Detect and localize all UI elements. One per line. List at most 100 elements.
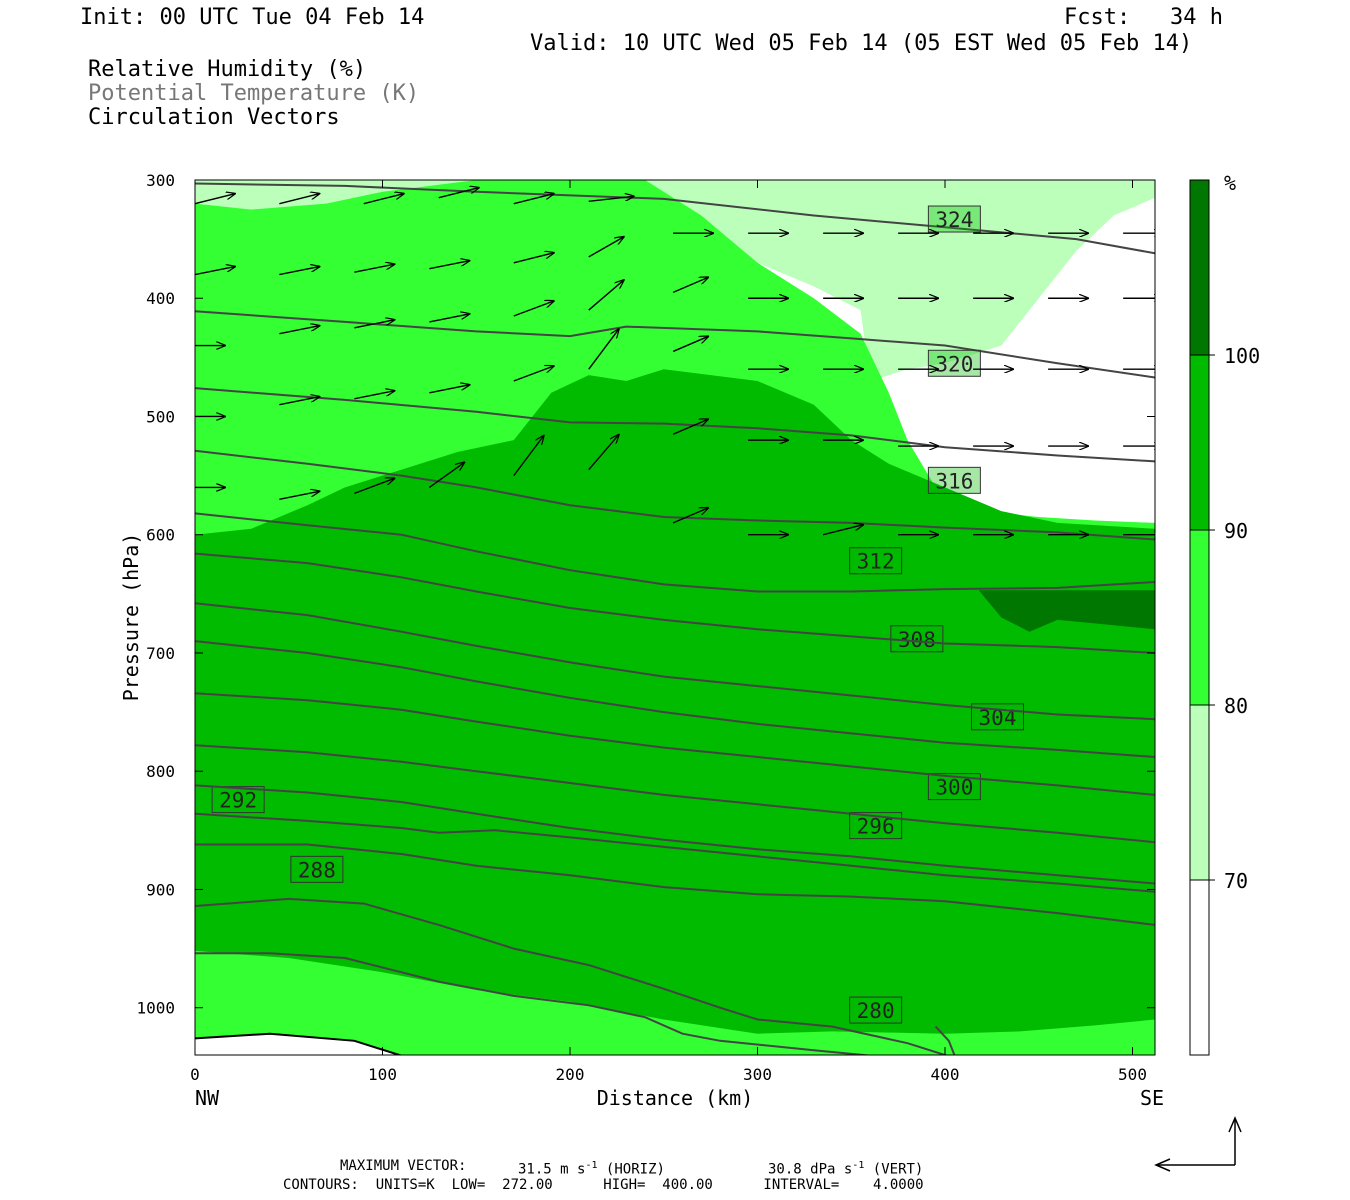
- legend-label-70: 70: [1224, 869, 1248, 893]
- vector-42: [429, 385, 469, 394]
- legend-band-2: [1189, 529, 1210, 706]
- theta-contour-316: [195, 387, 1155, 463]
- terrain-line: [195, 1032, 403, 1055]
- plot-frame: [194, 179, 1156, 1056]
- theta-label-280: 280: [857, 999, 895, 1023]
- legend-band-4: [1189, 179, 1210, 356]
- vector-5: [588, 196, 634, 202]
- theta-label-box-324: [927, 205, 981, 233]
- reference-vector-icon: [1154, 1116, 1242, 1172]
- theta-contour-284: [195, 784, 1155, 885]
- theta-contour-282: [195, 812, 1155, 893]
- theta-label-292: 292: [219, 789, 257, 813]
- legend-unit: %: [1224, 171, 1236, 195]
- theta-contour-280: [195, 843, 1155, 926]
- vector-4: [513, 194, 554, 205]
- vector-1: [279, 194, 319, 205]
- vector-53: [279, 491, 319, 500]
- theta-label-288: 288: [298, 858, 336, 882]
- vector-18: [588, 237, 624, 258]
- max-vector-vert: 30.8 dPa s-1 (VERT): [768, 1158, 923, 1178]
- y-tick-label-600: 600: [146, 526, 175, 545]
- y-tick-label-300: 300: [146, 171, 175, 190]
- contours-info: CONTOURS: UNITS=K LOW= 272.00 HIGH= 400.…: [283, 1177, 924, 1193]
- theta-label-316: 316: [935, 469, 973, 493]
- max-vector-label: MAXIMUM VECTOR:: [340, 1158, 467, 1174]
- theta-label-320: 320: [935, 352, 973, 376]
- x-tick-label-500: 500: [1118, 1065, 1147, 1084]
- vector-2: [363, 194, 404, 205]
- theta-label-300: 300: [935, 776, 973, 800]
- legend-label-100: 100: [1224, 344, 1260, 368]
- vector-15: [354, 264, 394, 273]
- legend-label-80: 80: [1224, 694, 1248, 718]
- x-tick-label-200: 200: [556, 1065, 585, 1084]
- vector-19: [672, 277, 708, 293]
- theta-label-box-312: [849, 547, 903, 575]
- theta-label-box-292: [211, 786, 265, 814]
- vector-54: [354, 478, 394, 495]
- theta-contour-272: [934, 1025, 956, 1055]
- vector-30: [513, 301, 554, 317]
- vector-16: [429, 261, 469, 270]
- theta-label-box-304: [971, 703, 1024, 731]
- theta-contour-278: [195, 897, 949, 1055]
- vector-14: [279, 267, 319, 276]
- legend-band-0: [1189, 879, 1210, 1056]
- y-tick-label-900: 900: [146, 880, 175, 899]
- field-title-rh: Relative Humidity (%): [88, 57, 367, 82]
- theta-contour-300: [195, 602, 1155, 721]
- theta-label-box-280: [849, 996, 903, 1024]
- vector-29: [429, 314, 469, 323]
- y-axis-label: Pressure (hPa): [119, 533, 143, 702]
- vector-43: [513, 366, 554, 382]
- vector-28: [354, 320, 394, 329]
- init-time: Init: 00 UTC Tue 04 Feb 14: [80, 5, 425, 30]
- theta-contour-320: [195, 310, 1155, 379]
- x-left-label: NW: [195, 1086, 220, 1110]
- valid-time: Valid: 10 UTC Wed 05 Feb 14 (05 EST Wed …: [530, 31, 1193, 56]
- theta-contour-296: [195, 640, 1155, 758]
- vector-40: [279, 397, 319, 406]
- theta-contour-312: [195, 449, 1155, 541]
- x-tick-label-100: 100: [368, 1065, 397, 1084]
- theta-contour-308: [195, 512, 1155, 593]
- x-tick-label-300: 300: [743, 1065, 772, 1084]
- y-tick-label-800: 800: [146, 762, 175, 781]
- theta-label-box-276: [810, 1063, 862, 1089]
- legend-band-3: [1189, 354, 1210, 531]
- vector-27: [279, 326, 319, 335]
- x-tick-label-0: 0: [190, 1065, 200, 1084]
- theta-label-324: 324: [935, 208, 973, 232]
- axes: 300 400 500 600 700 800 900 1000 0 100 200 300 400 50…: [136, 171, 1155, 1084]
- theta-label-312: 312: [857, 550, 895, 574]
- terrain: [195, 1032, 1155, 1055]
- x-right-label: SE: [1140, 1086, 1164, 1110]
- rh-region-0: [195, 180, 1155, 381]
- y-tick-label-400: 400: [146, 289, 175, 308]
- vert-exponent: -1: [852, 1160, 865, 1171]
- theta-contour-276: [195, 952, 875, 1055]
- vector-57: [588, 435, 619, 471]
- theta-label-296: 296: [857, 815, 895, 839]
- horiz-value: 31.5 m s: [518, 1161, 586, 1178]
- theta-contour-288: [195, 744, 1155, 844]
- horiz-exponent: -1: [585, 1160, 598, 1171]
- y-tick-label-1000: 1000: [136, 999, 175, 1018]
- vector-41: [354, 391, 394, 400]
- horiz-unit: (HORIZ): [605, 1161, 665, 1178]
- vector-44: [588, 329, 619, 370]
- x-tick-label-400: 400: [931, 1065, 960, 1084]
- vector-60: [822, 525, 863, 536]
- theta-contour-324: [195, 182, 1155, 255]
- vector-55: [428, 462, 464, 489]
- vector-0: [195, 194, 235, 205]
- y-tick-label-700: 700: [146, 644, 175, 663]
- theta-label-box-316: [927, 466, 981, 494]
- circulation-vectors: [195, 188, 1155, 536]
- field-title-vectors: Circulation Vectors: [88, 105, 340, 130]
- color-legend: 70 80 90 100%: [1189, 171, 1260, 1056]
- vector-3: [438, 188, 479, 199]
- vert-value: 30.8 dPa s: [768, 1161, 853, 1178]
- y-tick-label-500: 500: [146, 407, 175, 426]
